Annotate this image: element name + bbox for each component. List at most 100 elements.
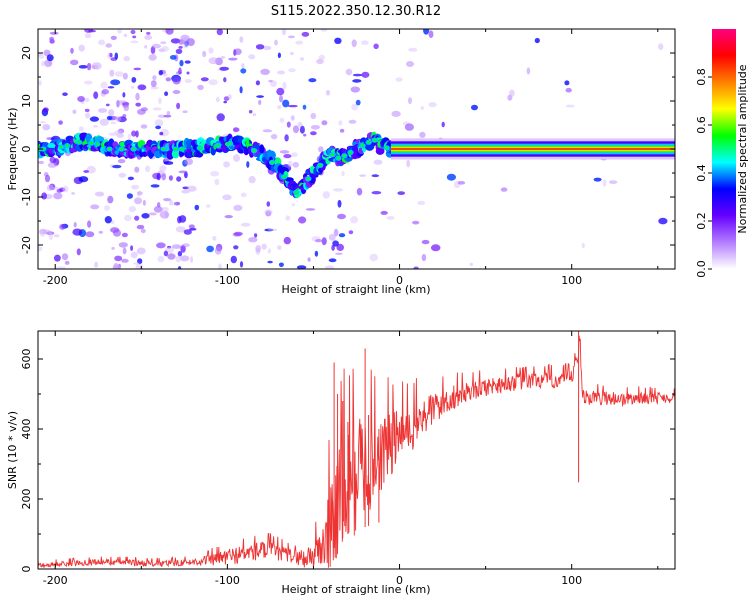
spectrogram-cell bbox=[173, 244, 178, 248]
spectrogram-cell bbox=[152, 75, 157, 81]
spectrogram-cell bbox=[608, 180, 618, 185]
spectrogram-cell bbox=[136, 224, 145, 230]
snr-frame bbox=[37, 330, 676, 570]
spectrogram-cell bbox=[287, 160, 293, 168]
spectrogram-cell bbox=[166, 110, 171, 117]
spectrogram-cell bbox=[137, 84, 147, 91]
spectrogram-cell bbox=[54, 254, 61, 262]
spectrogram-cell bbox=[140, 124, 148, 129]
spectrogram-cell bbox=[222, 194, 232, 201]
spectrogram-cell bbox=[184, 60, 191, 64]
spectrogram-cell bbox=[56, 266, 66, 269]
spectrogram-x-axis-label: Height of straight line (km) bbox=[281, 283, 430, 296]
spectrogram-cell bbox=[134, 166, 140, 173]
spectrogram-cell bbox=[172, 76, 181, 85]
spectrogram-cell bbox=[214, 178, 220, 186]
spectrogram-cell bbox=[534, 37, 540, 44]
spectrogram-cell bbox=[233, 245, 239, 250]
spectrogram-cell bbox=[134, 215, 140, 221]
spectrogram-cell bbox=[216, 29, 223, 36]
spectrogram-cell bbox=[509, 89, 515, 97]
y-tick-label: 200 bbox=[20, 489, 33, 510]
spectrogram-cell bbox=[321, 237, 327, 246]
spectrogram-cell bbox=[180, 147, 184, 151]
spectrogram-cell bbox=[220, 56, 226, 59]
spectrogram-cell bbox=[176, 176, 182, 182]
spectrogram-cell bbox=[252, 149, 256, 152]
spectrogram-cell bbox=[186, 71, 190, 75]
spectrogram-cell bbox=[423, 29, 430, 35]
spectrogram-cell bbox=[158, 97, 162, 105]
spectrogram-cell bbox=[361, 71, 370, 78]
spectrogram-cell bbox=[85, 231, 95, 238]
spectrogram-cell bbox=[98, 230, 104, 234]
spectrogram-cell bbox=[286, 121, 291, 128]
spectrogram-cell bbox=[113, 262, 119, 269]
spectrogram-cell bbox=[277, 105, 282, 110]
x-tick-label: -100 bbox=[215, 274, 240, 287]
x-tick-label: -200 bbox=[43, 274, 68, 287]
spectrogram-cell bbox=[76, 248, 81, 256]
spectrogram-cell bbox=[420, 106, 424, 110]
spectrogram-cell bbox=[373, 159, 383, 165]
spectrogram-cell bbox=[288, 35, 295, 39]
spectrogram-cell bbox=[339, 128, 345, 133]
spectrogram-cell bbox=[175, 48, 183, 55]
spectrogram-cell bbox=[70, 47, 74, 54]
spectrogram-cell bbox=[187, 185, 197, 192]
spectrogram-cell bbox=[208, 79, 218, 86]
spectrogram-cell bbox=[565, 87, 572, 93]
spectrogram-cell bbox=[157, 114, 166, 118]
spectrogram-cell bbox=[130, 85, 135, 89]
spectrogram-cell bbox=[133, 67, 142, 71]
spectrogram-cell bbox=[297, 122, 303, 127]
spectrogram-cell bbox=[106, 115, 113, 121]
spectrogram-cell bbox=[156, 242, 166, 249]
spectrogram-cell bbox=[152, 107, 162, 111]
spectrogram-cell bbox=[318, 164, 322, 167]
colorbar-axes: 0.0 0.2 0.4 0.6 0.8 bbox=[695, 68, 712, 278]
spectrogram-cell bbox=[77, 141, 81, 144]
spectrogram-cell bbox=[173, 201, 180, 206]
spectrogram-cell bbox=[232, 127, 240, 132]
spectrogram-cell bbox=[59, 223, 66, 230]
snr-y-axis-label: SNR (10 * v/v) bbox=[6, 411, 19, 489]
spectrogram-cell bbox=[263, 45, 272, 51]
spectrogram-cell bbox=[132, 262, 140, 265]
spectrogram-cell bbox=[174, 147, 178, 151]
spectrogram-cell bbox=[277, 70, 286, 75]
spectrogram-cell bbox=[457, 181, 466, 185]
spectrogram-cell bbox=[469, 262, 474, 266]
spectrogram-cell bbox=[165, 29, 174, 35]
spectrogram-cell bbox=[177, 266, 182, 269]
spectrogram-cell bbox=[322, 191, 330, 199]
spectrogram-cell bbox=[121, 258, 129, 263]
x-tick-label: 0 bbox=[396, 274, 403, 287]
spectrogram-cell bbox=[132, 35, 137, 39]
spectrogram-cell bbox=[39, 53, 45, 59]
spectrogram-cell bbox=[255, 244, 262, 253]
spectrogram-cell bbox=[252, 113, 257, 117]
spectrogram-cell bbox=[123, 104, 129, 112]
spectrogram-cell bbox=[256, 95, 264, 98]
spectrogram-cell bbox=[109, 52, 113, 58]
spectrogram-cell bbox=[279, 95, 283, 103]
spectrogram-cell bbox=[126, 193, 133, 199]
spectrogram-cell bbox=[270, 134, 278, 140]
spectrogram-cell bbox=[352, 79, 362, 83]
colorbar bbox=[712, 29, 736, 269]
spectrogram-cell bbox=[83, 170, 90, 173]
spectrogram-cell bbox=[93, 91, 99, 99]
spectrogram-cell bbox=[164, 210, 169, 219]
spectrogram-cell bbox=[175, 255, 182, 263]
spectrogram-cell bbox=[385, 146, 389, 150]
spectrogram-cell bbox=[135, 263, 144, 269]
spectrogram-cell bbox=[134, 197, 143, 205]
spectrogram-cell bbox=[218, 263, 222, 269]
spectrogram-cell bbox=[130, 40, 139, 44]
spectrogram-cell bbox=[132, 147, 136, 151]
spectrogram-cell bbox=[239, 86, 243, 94]
spectrogram-cell bbox=[328, 233, 336, 241]
spectrogram-cell bbox=[159, 165, 167, 172]
spectrogram-cell bbox=[107, 195, 114, 204]
